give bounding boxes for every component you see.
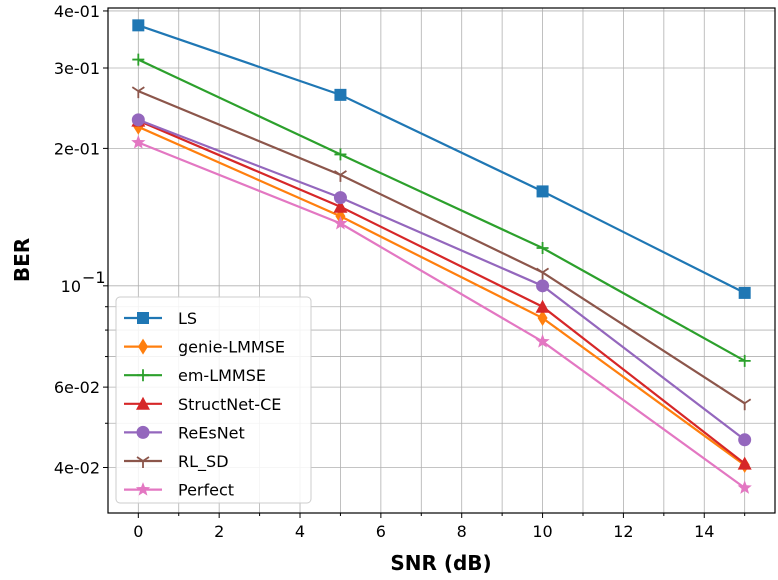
data-point: [738, 398, 752, 411]
legend-label: Perfect: [178, 481, 234, 500]
series-em-lmmse: [132, 53, 751, 367]
y-tick-label-exponent: −1: [82, 268, 106, 287]
x-tick-label: 14: [694, 522, 714, 541]
x-tick-label: 4: [295, 522, 305, 541]
legend-item: ReEsNet: [124, 423, 245, 442]
legend-label: StructNet-CE: [178, 395, 281, 414]
series-line: [137, 24, 746, 294]
legend-marker: [137, 312, 149, 324]
legend-item: RL_SD: [124, 452, 229, 472]
data-point: [334, 148, 347, 161]
data-point: [536, 185, 549, 198]
legend-marker: [136, 456, 150, 468]
y-axis-label: BER: [10, 238, 34, 282]
x-tick-label: 0: [133, 522, 143, 541]
data-point: [738, 433, 752, 447]
y-tick-label: 4e-02: [54, 459, 100, 478]
legend-label: ReEsNet: [178, 423, 245, 442]
y-tick-label: 6e-02: [54, 378, 100, 397]
series-rl-sd: [131, 86, 752, 411]
data-point: [738, 354, 751, 367]
y-tick-label: 2e-01: [54, 139, 100, 158]
series-ls: [132, 19, 751, 299]
data-point: [333, 199, 348, 213]
data-point: [131, 86, 145, 99]
data-point: [334, 88, 347, 101]
legend-label: genie-LMMSE: [178, 338, 285, 357]
series-line: [137, 119, 746, 465]
series-line: [137, 90, 746, 405]
series-line: [137, 58, 746, 362]
legend: LS genie-LMMSE em-LMMSE StructNet-CE ReEsNet…: [115, 296, 312, 504]
legend-label: RL_SD: [178, 452, 229, 472]
legend-item: Perfect: [124, 481, 234, 500]
y-tick-label: 10: [61, 277, 81, 296]
series-line: [137, 141, 746, 489]
x-tick-label: 2: [214, 522, 224, 541]
data-point: [132, 19, 145, 32]
data-point: [333, 170, 347, 182]
y-axis: 4e-02 6e-02 10 −1 2e-01 3e-01 4e-01: [54, 2, 108, 478]
series-reesnet: [131, 113, 752, 447]
series-layer: [131, 19, 752, 494]
x-tick-label: 10: [532, 522, 552, 541]
plot-frame: [107, 7, 776, 514]
y-tick-label: 4e-01: [54, 2, 100, 21]
legend-label: LS: [178, 309, 197, 328]
data-point: [737, 480, 752, 494]
legend-marker: [136, 425, 150, 439]
data-point: [738, 286, 751, 299]
series-perfect: [131, 135, 752, 494]
legend-box: [115, 296, 312, 504]
x-axis-label: SNR (dB): [390, 551, 491, 575]
legend-marker: [135, 482, 151, 496]
data-point: [131, 135, 146, 149]
legend-marker: [136, 396, 150, 410]
legend-label: em-LMMSE: [178, 366, 266, 385]
legend-marker: [137, 369, 149, 382]
data-point: [535, 299, 550, 313]
data-point: [131, 113, 145, 127]
data-point: [333, 191, 347, 205]
legend-item: genie-LMMSE: [124, 338, 285, 357]
data-point: [537, 310, 548, 327]
x-tick-label: 6: [376, 522, 386, 541]
data-point: [535, 334, 550, 348]
data-point: [737, 456, 752, 470]
legend-item: LS: [124, 309, 197, 328]
series-line: [137, 118, 746, 441]
legend-marker: [138, 338, 148, 355]
legend-item: em-LMMSE: [124, 366, 266, 385]
data-point: [536, 279, 550, 293]
x-tick-label: 12: [613, 522, 633, 541]
data-point: [536, 267, 550, 280]
legend-item: StructNet-CE: [124, 395, 281, 414]
data-point: [536, 242, 549, 255]
y-tick-label: 3e-01: [54, 59, 100, 78]
data-point: [132, 53, 145, 66]
data-point: [333, 215, 348, 230]
x-axis: 0 2 4 6 8 10 12 14: [133, 513, 746, 541]
series-line: [137, 125, 746, 466]
x-tick-label: 8: [457, 522, 467, 541]
